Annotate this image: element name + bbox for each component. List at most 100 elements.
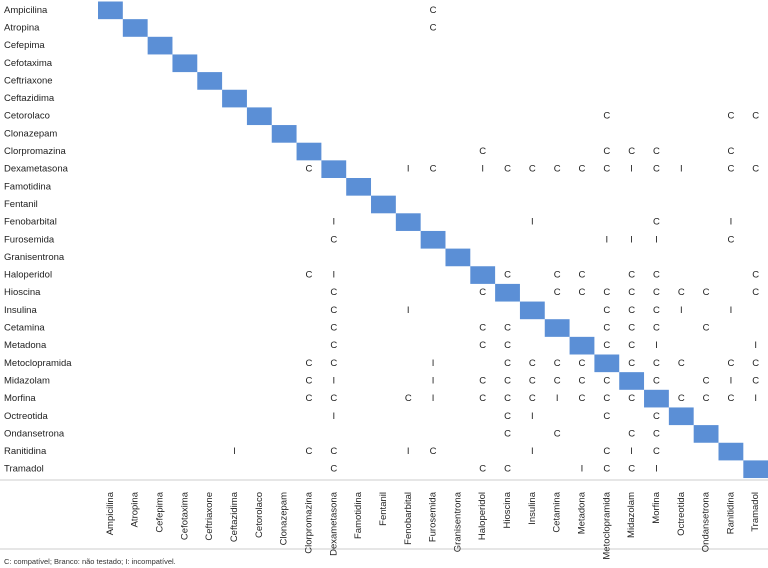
cell: C	[603, 464, 610, 475]
cell: C	[603, 305, 610, 316]
column-label: Granisentrona	[452, 491, 463, 552]
cell: C	[330, 340, 337, 351]
cell: C	[504, 164, 511, 175]
cell: C	[703, 375, 710, 386]
cell: C	[653, 270, 660, 281]
diagonal-cell	[122, 19, 148, 37]
cell: C	[330, 234, 337, 245]
cell: C	[504, 464, 511, 475]
cell: C	[653, 375, 660, 386]
column-label: Fentanil	[378, 492, 389, 526]
cell: C	[628, 323, 635, 334]
cell: I	[754, 393, 757, 404]
column-label: Tramadol	[750, 492, 761, 532]
cell: C	[752, 358, 759, 369]
cell: C	[603, 146, 610, 157]
cell: C	[628, 464, 635, 475]
cell: C	[504, 411, 511, 422]
cell: I	[407, 305, 410, 316]
row-label: Cetorolaco	[4, 111, 50, 122]
cell: C	[405, 393, 412, 404]
diagonal-cell	[371, 195, 396, 214]
row-label: Ceftazidima	[4, 93, 55, 104]
row-label: Insulina	[4, 305, 37, 316]
cell: I	[754, 340, 757, 351]
column-label: Clorpromazina	[303, 491, 314, 553]
cell: I	[233, 446, 236, 457]
cell: C	[752, 164, 759, 175]
diagonal-cell	[321, 160, 347, 178]
cell: C	[603, 393, 610, 404]
cell: C	[628, 146, 635, 157]
cell: I	[730, 305, 733, 316]
cell: C	[727, 111, 734, 122]
cell: C	[703, 287, 710, 298]
row-label: Atropina	[4, 22, 40, 33]
cell: I	[730, 375, 733, 386]
diagonal-cell	[619, 372, 645, 390]
cell: C	[529, 164, 536, 175]
cell: C	[306, 375, 313, 386]
cell: I	[332, 217, 335, 228]
cell: C	[752, 111, 759, 122]
column-label: Ampicilina	[105, 491, 116, 535]
row-label: Cetamina	[4, 323, 45, 334]
cell: C	[504, 428, 511, 439]
row-label: Clorpromazina	[4, 146, 66, 157]
cell: I	[630, 446, 633, 457]
cell: C	[504, 375, 511, 386]
cell: C	[306, 446, 313, 457]
cell: C	[479, 146, 486, 157]
cell: C	[628, 305, 635, 316]
row-label: Furosemida	[4, 234, 55, 245]
diagonal-cell	[246, 107, 272, 126]
cell: I	[531, 446, 534, 457]
cell: C	[603, 375, 610, 386]
row-label: Midazolam	[4, 375, 50, 386]
cell: C	[504, 323, 511, 334]
diagonal-cell	[420, 230, 446, 249]
column-label: Cefepima	[155, 491, 166, 532]
cell: I	[680, 164, 683, 175]
cell: C	[628, 287, 635, 298]
diagonal-cell	[594, 354, 620, 373]
cell: I	[332, 375, 335, 386]
cell: C	[479, 464, 486, 475]
cell: C	[653, 358, 660, 369]
row-label: Famotidina	[4, 181, 52, 192]
cell: C	[330, 446, 337, 457]
cell: C	[653, 323, 660, 334]
cell: C	[579, 358, 586, 369]
diagonal-cell	[445, 248, 471, 267]
row-label: Metoclopramida	[4, 358, 72, 369]
column-label: Octreotida	[676, 491, 687, 536]
diagonal-cell	[346, 178, 372, 196]
diagonal-cell	[98, 1, 123, 20]
column-label: Insulina	[527, 491, 538, 524]
cell: C	[653, 146, 660, 157]
cell: C	[504, 270, 511, 281]
cell: C	[479, 393, 486, 404]
cell: C	[579, 164, 586, 175]
column-label: Hioscina	[502, 491, 513, 528]
cell: C	[727, 393, 734, 404]
cell: I	[407, 446, 410, 457]
column-label: Clonazepam	[279, 492, 290, 545]
cell: C	[603, 287, 610, 298]
cell: I	[655, 464, 658, 475]
footnote: C: compatível; Branco: não testado; I: i…	[4, 557, 176, 566]
column-label: Furosemida	[428, 491, 439, 542]
cell: C	[554, 270, 561, 281]
cell: I	[630, 164, 633, 175]
cell: I	[481, 164, 484, 175]
diagonal-cell	[693, 425, 719, 443]
diagonal-cell	[147, 36, 173, 55]
cell: C	[628, 428, 635, 439]
cell: C	[306, 270, 313, 281]
column-label: Ondansetrona	[701, 491, 712, 552]
row-label: Fentanil	[4, 199, 38, 210]
diagonal-cell	[271, 125, 297, 143]
row-label: Cefepima	[4, 40, 45, 51]
column-label: Fenobarbital	[403, 492, 414, 545]
